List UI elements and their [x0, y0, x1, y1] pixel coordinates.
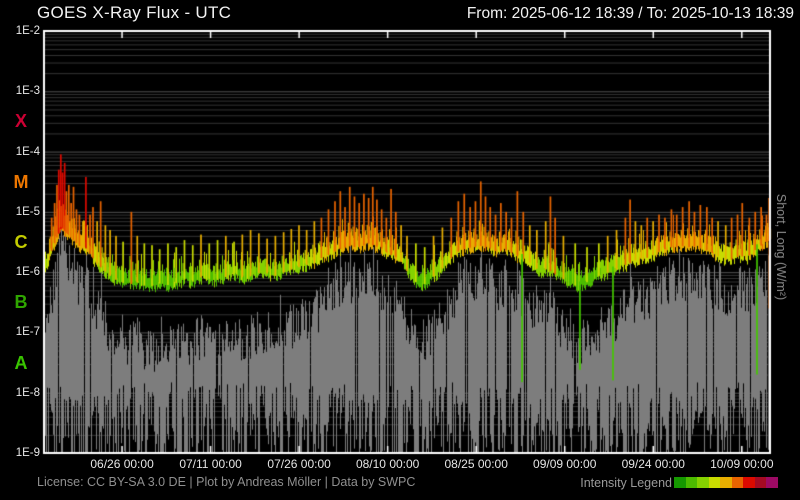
y-tick-label: 1E-6	[15, 266, 40, 279]
intensity-legend-swatch	[743, 477, 755, 488]
flare-class-label: C	[14, 232, 28, 252]
intensity-legend-swatch	[697, 477, 709, 488]
intensity-legend-swatch	[720, 477, 732, 488]
flare-class-label: M	[13, 171, 29, 192]
x-tick-label: 06/26 00:00	[90, 457, 154, 471]
license-text: License: CC BY-SA 3.0 DE | Plot by Andre…	[37, 475, 416, 489]
y-tick-label: 1E-7	[15, 326, 40, 339]
y-axis-right-label: Short, Long (W/m²)	[774, 193, 788, 301]
x-tick-label: 07/11 00:00	[179, 457, 242, 471]
intensity-legend-swatch	[766, 477, 778, 488]
y-tick-label: 1E-5	[15, 205, 40, 218]
x-tick-label: 09/09 00:00	[533, 457, 597, 471]
x-tick-label: 10/09 00:00	[710, 457, 774, 471]
x-tick-label: 09/24 00:00	[621, 457, 685, 471]
intensity-legend-swatch	[685, 477, 697, 488]
flare-class-label: A	[14, 352, 28, 373]
intensity-legend-label: Intensity Legend	[580, 476, 672, 490]
flare-class-label: X	[14, 111, 27, 132]
y-tick-label: 1E-9	[15, 447, 40, 459]
y-tick-label: 1E-2	[15, 25, 40, 37]
y-tick-label: 1E-4	[15, 145, 40, 158]
flare-class-label: B	[14, 292, 28, 313]
intensity-legend-swatch	[674, 477, 686, 488]
y-tick-label: 1E-8	[15, 386, 40, 399]
intensity-legend-swatch	[708, 477, 720, 488]
intensity-legend-swatch	[754, 477, 766, 488]
x-tick-label: 08/10 00:00	[355, 457, 420, 471]
page-title: GOES X-Ray Flux - UTC	[37, 3, 232, 22]
x-tick-label: 07/26 00:00	[267, 457, 331, 471]
x-tick-label: 08/25 00:00	[444, 457, 508, 471]
date-range: From: 2025-06-12 18:39 / To: 2025-10-13 …	[466, 5, 794, 22]
intensity-legend-swatch	[731, 477, 743, 488]
y-tick-label: 1E-3	[15, 85, 40, 98]
intensity-legend-bar	[674, 477, 778, 488]
